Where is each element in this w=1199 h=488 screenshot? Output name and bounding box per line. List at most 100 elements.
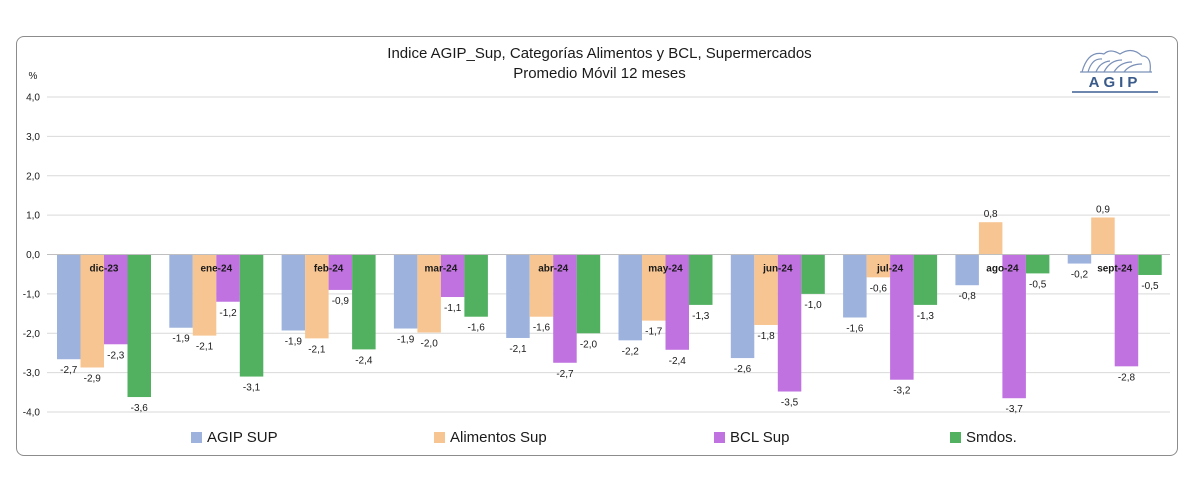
y-tick-label: -4,0 — [23, 408, 41, 419]
category-label: may-24 — [648, 264, 683, 275]
category-label: ago-24 — [986, 264, 1019, 275]
data-label: -1,0 — [804, 300, 822, 311]
chart-subtitle: Promedio Móvil 12 meses — [513, 65, 686, 82]
data-label: -3,6 — [131, 403, 149, 414]
y-tick-label: 4,0 — [26, 93, 40, 104]
bar — [104, 254, 128, 345]
bar — [843, 254, 867, 318]
bar — [665, 254, 689, 350]
bar — [192, 254, 217, 336]
data-label: -0,2 — [1071, 270, 1089, 281]
bar — [1067, 254, 1092, 264]
bar — [955, 254, 979, 286]
data-label: -2,4 — [669, 356, 687, 367]
data-label: -1,6 — [846, 324, 864, 335]
bar — [1138, 254, 1162, 275]
bar — [576, 254, 601, 334]
bar — [80, 254, 104, 368]
data-label: -2,3 — [107, 350, 125, 361]
data-label: -2,7 — [556, 369, 574, 380]
bar — [328, 254, 353, 290]
category-label: ene-24 — [200, 264, 232, 275]
y-axis-label: % — [29, 71, 38, 82]
chart-title: Indice AGIP_Sup, Categorías Alimentos y … — [387, 45, 812, 62]
y-tick-label: -3,0 — [23, 368, 41, 379]
y-tick-label: 1,0 — [26, 211, 40, 222]
bar — [1091, 217, 1115, 255]
data-label: -2,1 — [308, 344, 326, 355]
data-label: -1,1 — [444, 303, 462, 314]
y-tick-label: 0,0 — [26, 250, 40, 261]
y-tick-label: -1,0 — [23, 289, 41, 300]
bar — [1025, 254, 1050, 274]
data-label: -1,9 — [172, 334, 190, 345]
bar — [57, 254, 81, 360]
y-tick-label: 3,0 — [26, 132, 40, 143]
legend-item: AGIP SUP — [191, 428, 278, 446]
data-label: -0,5 — [1029, 279, 1047, 290]
bar — [305, 254, 329, 339]
data-label: -2,1 — [509, 344, 527, 355]
bar — [417, 254, 441, 333]
data-label: -1,6 — [468, 323, 486, 334]
bar — [801, 254, 825, 294]
data-label: -2,4 — [355, 355, 373, 366]
legend-item: Alimentos Sup — [434, 428, 547, 446]
bar — [352, 254, 376, 350]
bar — [169, 254, 193, 328]
data-label: -2,7 — [60, 365, 78, 376]
category-label: dic-23 — [90, 264, 119, 275]
bar — [642, 254, 666, 321]
category-label: abr-24 — [538, 264, 568, 275]
bar — [689, 254, 713, 305]
data-label: -2,8 — [1118, 372, 1136, 383]
data-label: -2,6 — [734, 364, 752, 375]
bar — [618, 254, 642, 341]
chart-title-block: Indice AGIP_Sup, Categorías Alimentos y … — [0, 44, 1199, 84]
data-label: -2,1 — [196, 342, 214, 353]
bar — [216, 254, 240, 302]
bar — [239, 254, 264, 377]
data-label: -1,3 — [692, 311, 710, 322]
legend-label: AGIP SUP — [207, 428, 278, 446]
data-label: -3,2 — [893, 386, 911, 397]
legend-swatch — [950, 431, 961, 443]
logo-text: AGIP — [1088, 74, 1142, 91]
data-label: -2,2 — [622, 346, 640, 357]
bar — [913, 254, 938, 305]
bar — [978, 222, 1003, 255]
bar — [1002, 254, 1026, 399]
data-label: -3,5 — [781, 398, 799, 409]
y-tick-label: -2,0 — [23, 329, 41, 340]
bar — [393, 254, 418, 329]
data-label: -1,8 — [757, 331, 775, 342]
bar — [506, 254, 530, 338]
legend-swatch — [714, 431, 725, 443]
bar — [777, 254, 802, 392]
bar — [281, 254, 306, 331]
data-label: -0,6 — [870, 283, 888, 294]
data-label: -2,9 — [84, 374, 102, 385]
category-label: jun-24 — [762, 264, 793, 275]
data-label: -3,1 — [243, 383, 261, 394]
legend-label: Smdos. — [966, 428, 1017, 446]
data-label: -0,9 — [332, 296, 350, 307]
agip-logo-icon — [1080, 49, 1152, 73]
data-label: -1,2 — [219, 308, 237, 319]
y-tick-label: 2,0 — [26, 171, 40, 182]
data-label: -1,9 — [397, 335, 415, 346]
legend-label: Alimentos Sup — [450, 428, 547, 446]
bar — [464, 254, 488, 317]
category-label: mar-24 — [424, 264, 457, 275]
bar — [730, 254, 755, 359]
bar — [1114, 254, 1139, 367]
legend-label: BCL Sup — [730, 428, 790, 446]
logo-underline — [1072, 91, 1158, 93]
data-label: -2,0 — [580, 339, 598, 350]
bar — [890, 254, 914, 380]
legend-item: BCL Sup — [714, 428, 789, 446]
data-label: 0,9 — [1096, 204, 1110, 215]
data-label: 0,8 — [984, 209, 998, 220]
legend-swatch — [191, 431, 202, 443]
